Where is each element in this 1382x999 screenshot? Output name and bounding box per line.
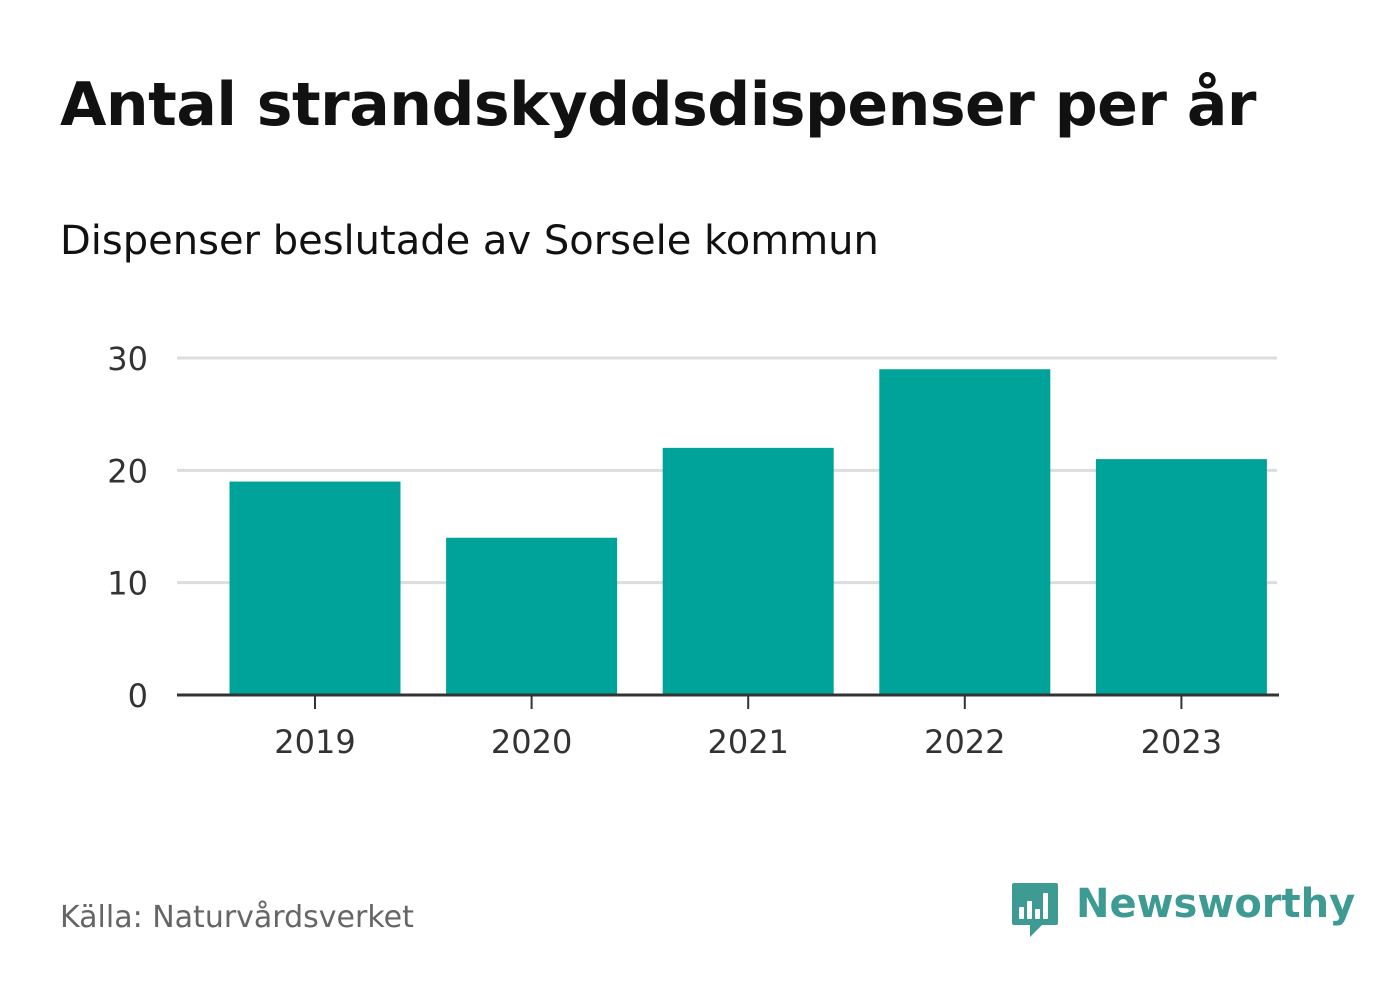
x-tick-label: 2021	[707, 723, 788, 761]
bar	[662, 447, 834, 695]
chart-speech-bubble-icon	[1012, 883, 1058, 937]
chart-subtitle: Dispenser beslutade av Sorsele kommun	[60, 218, 879, 264]
bars	[229, 369, 1267, 695]
y-tick-label: 0	[128, 677, 148, 715]
bar	[446, 537, 618, 695]
brand-name: Newsworthy	[1076, 881, 1356, 927]
bar	[1095, 459, 1267, 695]
page-title: Antal strandskyddsdispenser per år	[60, 70, 1256, 140]
x-tick-label: 2023	[1141, 723, 1222, 761]
x-tick-label: 2020	[491, 723, 572, 761]
source-note: Källa: Naturvårdsverket	[60, 900, 414, 935]
x-tick-label: 2019	[274, 723, 355, 761]
y-tick-label: 10	[107, 565, 148, 603]
axes: 0 10 20 30 2019 2020 2021 2022 2023	[107, 340, 1279, 761]
bar	[879, 369, 1051, 695]
y-tick-label: 20	[107, 452, 148, 490]
y-tick-label: 30	[107, 340, 148, 378]
bar	[229, 481, 401, 695]
x-tick-label: 2022	[924, 723, 1005, 761]
brand-logo: Newsworthy	[1010, 878, 1355, 942]
